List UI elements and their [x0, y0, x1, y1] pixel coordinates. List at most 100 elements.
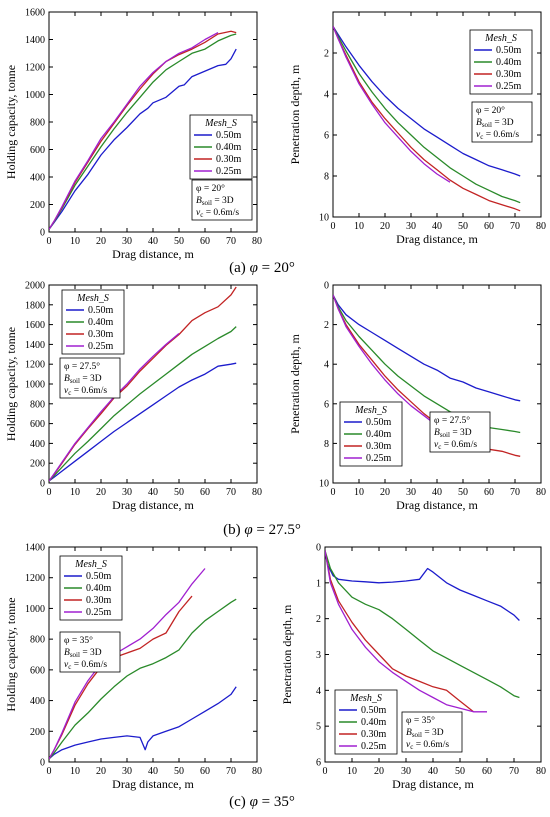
x-axis-label: Drag distance, m [396, 498, 478, 512]
x-tick-label: 30 [122, 766, 132, 777]
series-line-0.25m [49, 568, 206, 760]
x-tick-label: 70 [226, 487, 236, 498]
legend-entry: 0.25m [366, 453, 392, 464]
legend-title: Mesh_S [354, 405, 387, 416]
param-bsoil: Bsoil = 3D [64, 648, 102, 659]
y-tick-label: 4 [316, 686, 321, 697]
y-tick-label: 600 [30, 419, 45, 430]
x-tick-label: 60 [200, 766, 210, 777]
legend-entry: 0.40m [86, 583, 112, 594]
caption-a-phi: φ [250, 260, 258, 276]
caption-a-prefix: (a) [229, 260, 246, 276]
param-frame [429, 411, 491, 453]
series-line-0.40m [49, 598, 237, 760]
legend-entry: 0.30m [361, 729, 387, 740]
y-tick-label: 1400 [25, 340, 45, 351]
series-line-0.50m [49, 48, 237, 230]
param-vc: vc = 0.6m/s [476, 130, 519, 141]
series-line-0.40m [49, 326, 237, 482]
x-tick-label: 30 [406, 487, 416, 498]
x-tick-label: 40 [148, 236, 158, 247]
x-tick-label: 80 [536, 487, 546, 498]
x-tick-label: 20 [374, 766, 384, 777]
param-phi: φ = 27.5° [434, 415, 470, 426]
legend-entry: 0.30m [86, 595, 112, 606]
y-tick-label: 2 [324, 320, 329, 331]
series-line-0.40m [49, 33, 237, 230]
y-tick-label: 1200 [25, 63, 45, 74]
x-tick-label: 10 [354, 487, 364, 498]
caption-c-prefix: (c) [229, 794, 246, 810]
series-group [49, 286, 237, 482]
x-tick-label: 70 [510, 487, 520, 498]
y-tick-label: 1200 [25, 573, 45, 584]
caption-c-phi: φ [250, 794, 258, 810]
x-tick-label: 30 [406, 221, 416, 232]
param-phi: φ = 35° [406, 715, 435, 726]
x-tick-label: 40 [432, 487, 442, 498]
y-tick-label: 0 [316, 543, 321, 554]
param-bsoil: Bsoil = 3D [434, 428, 472, 439]
x-tick-label: 70 [509, 766, 519, 777]
series-line-0.25m [325, 550, 487, 713]
param-frame [191, 179, 253, 221]
x-tick-label: 60 [484, 221, 494, 232]
y-tick-label: 10 [319, 213, 329, 224]
legend-entry: 0.30m [496, 69, 522, 80]
legend-entry: 0.30m [366, 441, 392, 452]
x-tick-label: 0 [323, 766, 328, 777]
y-tick-label: 0 [40, 758, 45, 769]
y-tick-label: 5 [316, 722, 321, 733]
x-tick-label: 20 [96, 236, 106, 247]
legend-entry: 0.25m [88, 341, 114, 352]
series-group [333, 25, 521, 212]
param-phi: φ = 20° [196, 183, 225, 194]
x-tick-label: 0 [47, 766, 52, 777]
series-line-0.30m [325, 550, 474, 713]
x-tick-label: 10 [347, 766, 357, 777]
x-tick-label: 60 [484, 487, 494, 498]
legend-entry: 0.50m [366, 417, 392, 428]
series-line-0.50m [325, 550, 520, 621]
param-phi: φ = 20° [476, 105, 505, 116]
x-tick-label: 10 [70, 236, 80, 247]
series-line-0.50m [49, 686, 237, 760]
y-tick-label: 400 [30, 173, 45, 184]
x-tick-label: 20 [380, 487, 390, 498]
legend-entry: 0.40m [361, 717, 387, 728]
x-tick-label: 80 [536, 221, 546, 232]
series-line-0.40m [333, 294, 521, 434]
x-tick-label: 50 [174, 236, 184, 247]
x-tick-label: 20 [380, 221, 390, 232]
x-tick-label: 50 [174, 766, 184, 777]
series-line-0.50m [333, 25, 521, 177]
x-tick-label: 0 [331, 221, 336, 232]
x-tick-label: 70 [510, 221, 520, 232]
param-vc: vc = 0.6m/s [64, 660, 107, 671]
x-axis-label: Drag distance, m [112, 498, 194, 512]
x-tick-label: 10 [70, 487, 80, 498]
x-tick-label: 0 [47, 487, 52, 498]
legend-entry: 0.30m [216, 154, 242, 165]
param-frame [471, 101, 533, 143]
y-tick-label: 1800 [25, 300, 45, 311]
param-bsoil: Bsoil = 3D [406, 728, 444, 739]
y-tick-label: 400 [30, 696, 45, 707]
x-tick-label: 50 [174, 487, 184, 498]
legend-entry: 0.50m [361, 705, 387, 716]
y-tick-label: 6 [324, 399, 329, 410]
param-frame [59, 357, 121, 399]
y-tick-label: 2 [316, 614, 321, 625]
x-tick-label: 40 [428, 766, 438, 777]
series-line-0.30m [333, 294, 521, 457]
y-axis-label: Penetration depth, m [288, 64, 302, 164]
y-tick-label: 200 [30, 200, 45, 211]
param-vc: vc = 0.6m/s [434, 440, 477, 451]
caption-a-value: = 20° [258, 260, 295, 276]
